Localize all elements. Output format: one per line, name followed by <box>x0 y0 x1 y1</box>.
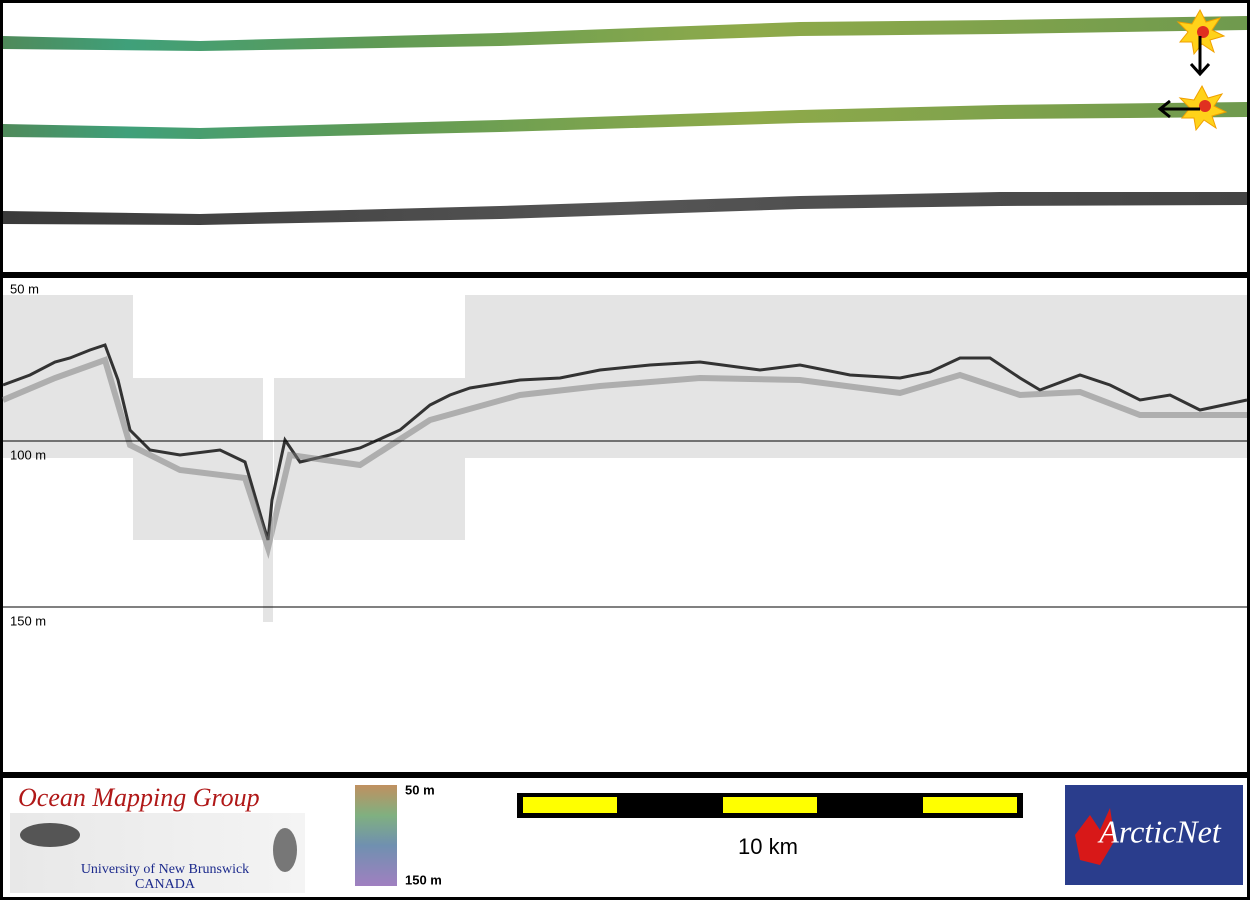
scale-bar <box>517 793 1023 818</box>
logo-university: University of New Brunswick <box>81 862 249 877</box>
depth-label: 100 m <box>10 447 46 462</box>
logo-country: CANADA <box>135 877 196 892</box>
logo-title: Ocean Mapping Group <box>18 783 260 812</box>
backscatter-strip <box>3 192 1247 225</box>
logo-figure <box>20 823 80 847</box>
partner-name: ArcticNet <box>1097 813 1222 849</box>
depth-colorbar <box>355 785 397 886</box>
depth-label: 150 m <box>10 613 46 628</box>
position-marker <box>1157 8 1228 132</box>
swath-strip <box>3 16 1247 51</box>
depth-label: 50 m <box>10 281 39 296</box>
sub-bottom-profile <box>1 295 1248 622</box>
logo-figure <box>273 828 297 872</box>
colorbar-label: 150 m <box>405 872 442 887</box>
maple-leaf <box>1075 808 1115 865</box>
scale-label: 10 km <box>738 834 798 859</box>
swath-strip <box>3 102 1247 139</box>
colorbar-label: 50 m <box>405 782 435 797</box>
